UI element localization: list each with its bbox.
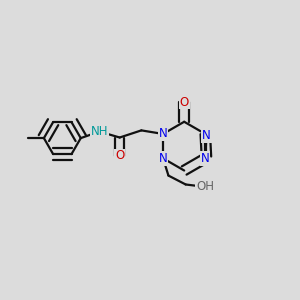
Text: N: N (159, 128, 167, 140)
Text: N: N (201, 152, 210, 165)
Text: OH: OH (196, 180, 214, 194)
Text: N: N (159, 152, 167, 165)
Text: NH: NH (91, 125, 108, 138)
Text: N: N (202, 129, 211, 142)
Text: O: O (115, 149, 124, 162)
Text: O: O (180, 96, 189, 109)
